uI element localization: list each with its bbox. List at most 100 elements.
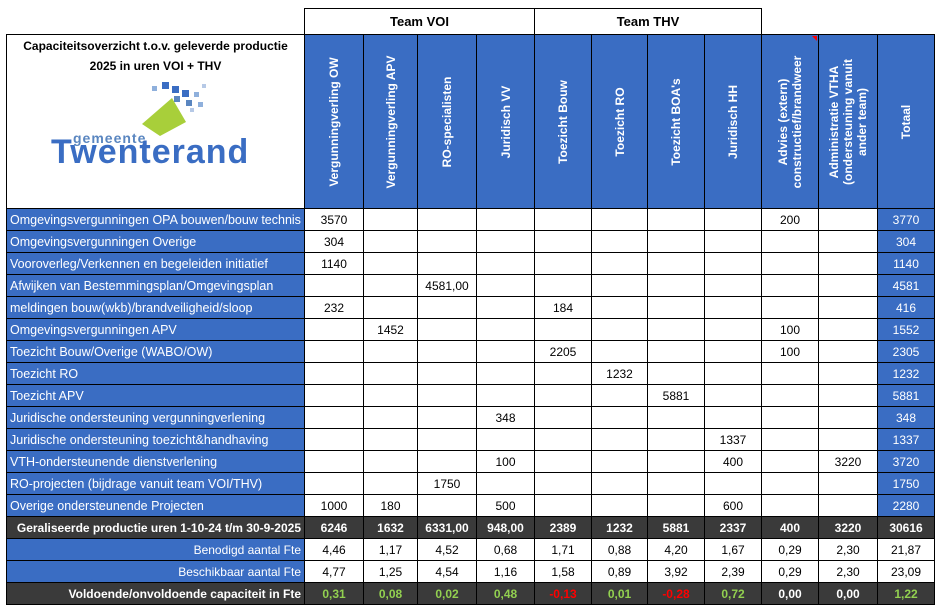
row-label: Toezicht Bouw/Overige (WABO/OW) bbox=[6, 340, 305, 363]
value-cell: 2389 bbox=[534, 516, 592, 539]
value-cell bbox=[818, 296, 878, 319]
value-cell bbox=[704, 362, 762, 385]
value-cell: 5881 bbox=[647, 516, 705, 539]
value-cell: 3,92 bbox=[647, 560, 705, 583]
value-cell bbox=[476, 362, 535, 385]
value-cell: 1000 bbox=[304, 494, 364, 517]
value-cell: 4581,00 bbox=[417, 274, 477, 297]
value-cell: 100 bbox=[761, 340, 819, 363]
value-cell: 4,77 bbox=[304, 560, 364, 583]
row-label: Juridische ondersteuning vergunningverle… bbox=[6, 406, 305, 429]
value-cell bbox=[534, 208, 592, 231]
total-cell: 23,09 bbox=[877, 560, 935, 583]
value-cell bbox=[304, 362, 364, 385]
value-cell bbox=[647, 230, 705, 253]
value-cell bbox=[304, 274, 364, 297]
value-cell: 3570 bbox=[304, 208, 364, 231]
table-row: RO-projecten (bijdrage vanuit team VOI/T… bbox=[6, 472, 935, 495]
value-cell: 0,29 bbox=[761, 560, 819, 583]
value-cell: 1,71 bbox=[534, 538, 592, 561]
total-cell: 2305 bbox=[877, 340, 935, 363]
value-cell bbox=[476, 472, 535, 495]
value-cell: 4,20 bbox=[647, 538, 705, 561]
logo-mark-icon bbox=[142, 82, 206, 136]
value-cell: 0,00 bbox=[761, 582, 819, 605]
capacity-table: Team VOI Team THV Capaciteitsoverzicht t… bbox=[6, 8, 935, 605]
value-cell bbox=[704, 230, 762, 253]
row-label: Juridische ondersteuning toezicht&handha… bbox=[6, 428, 305, 451]
value-cell bbox=[363, 296, 418, 319]
value-cell bbox=[761, 296, 819, 319]
row-label: Voldoende/onvoldoende capaciteit in Fte bbox=[6, 582, 305, 605]
value-cell bbox=[304, 450, 364, 473]
table-row: Afwijken van Bestemmingsplan/Omgevingspl… bbox=[6, 274, 935, 297]
value-cell bbox=[534, 362, 592, 385]
value-cell bbox=[304, 472, 364, 495]
value-cell bbox=[647, 428, 705, 451]
value-cell bbox=[704, 472, 762, 495]
value-cell bbox=[476, 428, 535, 451]
column-header-label: Administratie VTHA (ondersteuning vanuit… bbox=[827, 58, 869, 185]
value-cell: 0,89 bbox=[591, 560, 648, 583]
value-cell bbox=[304, 384, 364, 407]
value-cell: 2,30 bbox=[818, 538, 878, 561]
column-header-label: RO-specialisten bbox=[440, 76, 454, 167]
row-label: VTH-ondersteunende dienstverlening bbox=[6, 450, 305, 473]
value-cell bbox=[304, 318, 364, 341]
value-cell bbox=[417, 384, 477, 407]
column-header-label: Juridisch VV bbox=[498, 85, 513, 158]
table-row: Voldoende/onvoldoende capaciteit in Fte 0… bbox=[6, 582, 935, 605]
value-cell bbox=[591, 208, 648, 231]
value-cell bbox=[761, 406, 819, 429]
row-label: Omgevingsvergunningen APV bbox=[6, 318, 305, 341]
column-header: Totaal bbox=[877, 34, 935, 209]
value-cell bbox=[761, 450, 819, 473]
value-cell bbox=[591, 340, 648, 363]
value-cell bbox=[647, 274, 705, 297]
value-cell bbox=[761, 252, 819, 275]
value-cell bbox=[818, 428, 878, 451]
value-cell bbox=[647, 472, 705, 495]
value-cell bbox=[818, 362, 878, 385]
table-title: Capaciteitsoverzicht t.o.v. geleverde pr… bbox=[23, 39, 288, 73]
value-cell: 1337 bbox=[704, 428, 762, 451]
table-row: Vooroverleg/Verkennen en begeleiden init… bbox=[6, 252, 935, 275]
value-cell bbox=[591, 406, 648, 429]
value-cell bbox=[417, 230, 477, 253]
total-cell: 2280 bbox=[877, 494, 935, 517]
value-cell: 180 bbox=[363, 494, 418, 517]
value-cell bbox=[534, 318, 592, 341]
blank-cell bbox=[7, 9, 305, 35]
column-header-label: Toezicht RO bbox=[612, 86, 627, 157]
value-cell bbox=[534, 274, 592, 297]
value-cell bbox=[417, 252, 477, 275]
value-cell bbox=[476, 252, 535, 275]
table-row: Toezicht RO 1232 1232 bbox=[6, 362, 935, 385]
total-cell: 416 bbox=[877, 296, 935, 319]
value-cell bbox=[363, 252, 418, 275]
total-cell: 30616 bbox=[877, 516, 935, 539]
value-cell bbox=[363, 406, 418, 429]
row-label: meldingen bouw(wkb)/brandveiligheid/sloo… bbox=[6, 296, 305, 319]
value-cell bbox=[304, 406, 364, 429]
total-cell: 3770 bbox=[877, 208, 935, 231]
value-cell bbox=[591, 494, 648, 517]
value-cell bbox=[363, 384, 418, 407]
value-cell bbox=[476, 340, 535, 363]
value-cell bbox=[704, 384, 762, 407]
value-cell: 1632 bbox=[363, 516, 418, 539]
column-header: RO-specialisten bbox=[417, 34, 477, 209]
value-cell: 0,68 bbox=[476, 538, 535, 561]
value-cell: 0,72 bbox=[704, 582, 762, 605]
value-cell: 0,31 bbox=[304, 582, 364, 605]
table-row: Omgevingsvergunningen APV 1452 100 1552 bbox=[6, 318, 935, 341]
total-cell: 348 bbox=[877, 406, 935, 429]
column-header: Toezicht RO bbox=[591, 34, 648, 209]
value-cell: 200 bbox=[761, 208, 819, 231]
value-cell bbox=[591, 252, 648, 275]
value-cell: 1232 bbox=[591, 362, 648, 385]
value-cell bbox=[363, 274, 418, 297]
value-cell bbox=[704, 252, 762, 275]
value-cell bbox=[647, 318, 705, 341]
value-cell bbox=[818, 406, 878, 429]
